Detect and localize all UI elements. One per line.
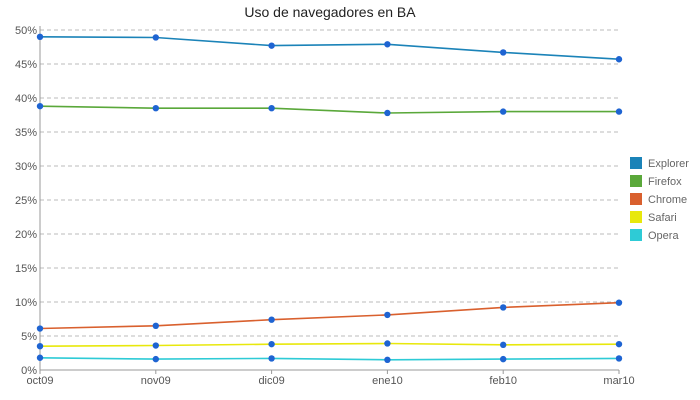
data-point-safari[interactable] — [384, 340, 391, 347]
data-point-firefox[interactable] — [500, 108, 507, 115]
data-point-firefox[interactable] — [36, 102, 44, 110]
legend-label-firefox: Firefox — [648, 176, 682, 188]
x-tick-label: feb10 — [489, 375, 517, 387]
data-point-safari[interactable] — [152, 342, 159, 349]
x-tick-label: nov09 — [141, 375, 171, 387]
y-tick-label: 0% — [21, 365, 37, 377]
data-point-safari[interactable] — [500, 341, 507, 349]
data-point-opera[interactable] — [500, 355, 507, 363]
data-point-firefox[interactable] — [268, 105, 275, 112]
data-point-opera[interactable] — [152, 355, 159, 363]
data-point-explorer[interactable] — [152, 34, 159, 41]
data-point-chrome[interactable] — [384, 311, 391, 319]
y-tick-label: 25% — [15, 195, 37, 207]
data-point-explorer[interactable] — [384, 41, 391, 48]
legend-label-chrome: Chrome — [648, 194, 687, 206]
data-point-safari[interactable] — [615, 340, 623, 348]
data-point-firefox[interactable] — [615, 108, 623, 115]
y-tick-label: 45% — [15, 59, 37, 71]
data-point-explorer[interactable] — [36, 33, 44, 40]
data-point-firefox[interactable] — [384, 109, 391, 117]
y-tick-label: 20% — [15, 229, 37, 241]
data-point-firefox[interactable] — [152, 105, 159, 112]
chart-title: Uso de navegadores en BA — [244, 4, 416, 20]
legend-label-opera: Opera — [648, 230, 679, 242]
data-point-chrome[interactable] — [152, 322, 159, 329]
x-tick-label: ene10 — [372, 375, 403, 387]
y-tick-label: 35% — [15, 127, 37, 139]
legend-label-explorer: Explorer — [648, 158, 689, 170]
data-point-chrome[interactable] — [36, 325, 44, 332]
series-line-safari — [39, 342, 620, 347]
legend-label-safari: Safari — [648, 212, 677, 224]
data-point-opera[interactable] — [268, 355, 275, 362]
data-point-chrome[interactable] — [615, 299, 623, 306]
grid — [40, 29, 619, 337]
data-point-explorer[interactable] — [615, 56, 623, 63]
x-tick-label: oct09 — [27, 375, 54, 387]
data-point-chrome[interactable] — [500, 304, 507, 311]
data-point-safari[interactable] — [268, 340, 275, 348]
y-tick-label: 30% — [15, 161, 37, 173]
x-tick-label: dic09 — [258, 375, 284, 387]
x-tick-label: mar10 — [603, 375, 634, 387]
data-point-opera[interactable] — [615, 355, 623, 362]
y-tick-label: 15% — [15, 263, 37, 275]
y-tick-label: 10% — [15, 297, 37, 309]
legend: Explorer Firefox Chrome Safari Opera — [630, 157, 689, 242]
data-point-chrome[interactable] — [268, 316, 275, 323]
data-point-opera[interactable] — [384, 356, 391, 363]
axes: 0% 5% 10% 15% 20% 25% 30% 35% 40% 45% 50% oct09 nov0… — [15, 25, 635, 387]
series-line-opera — [39, 357, 620, 361]
data-point-explorer[interactable] — [500, 49, 507, 56]
legend-swatch-chrome — [630, 193, 642, 205]
data-point-opera[interactable] — [36, 354, 44, 361]
series-lines — [36, 33, 623, 363]
y-tick-label: 50% — [15, 25, 37, 37]
series-line-chrome — [39, 301, 620, 330]
y-tick-label: 40% — [15, 93, 37, 105]
legend-swatch-safari — [630, 211, 642, 223]
data-point-safari[interactable] — [36, 343, 44, 350]
y-tick-label: 5% — [21, 331, 37, 343]
data-point-explorer[interactable] — [268, 42, 275, 49]
series-line-explorer — [39, 36, 620, 60]
legend-swatch-explorer — [630, 157, 642, 169]
series-line-firefox — [39, 105, 619, 114]
legend-swatch-firefox — [630, 175, 642, 187]
legend-swatch-opera — [630, 229, 642, 241]
